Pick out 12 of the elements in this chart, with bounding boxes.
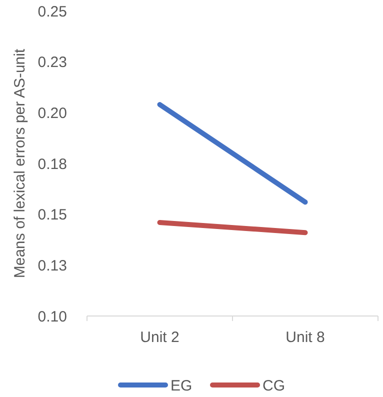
legend-label: CG [262,377,285,394]
legend-label: EG [170,377,192,394]
y-tick-label: 0.20 [38,104,67,122]
y-tick-label: 0.15 [38,206,67,224]
y-tick-label: 0.23 [38,54,67,72]
y-axis-title: Means of lexical errors per AS-unit [11,48,28,278]
x-tick-label: Unit 8 [286,329,325,346]
y-tick-label: 0.18 [38,156,67,173]
y-tick-label: 0.13 [38,257,67,274]
y-tick-label: 0.25 [38,3,67,20]
y-tick-label: 0.10 [38,308,67,326]
x-tick-label: Unit 2 [140,329,180,346]
